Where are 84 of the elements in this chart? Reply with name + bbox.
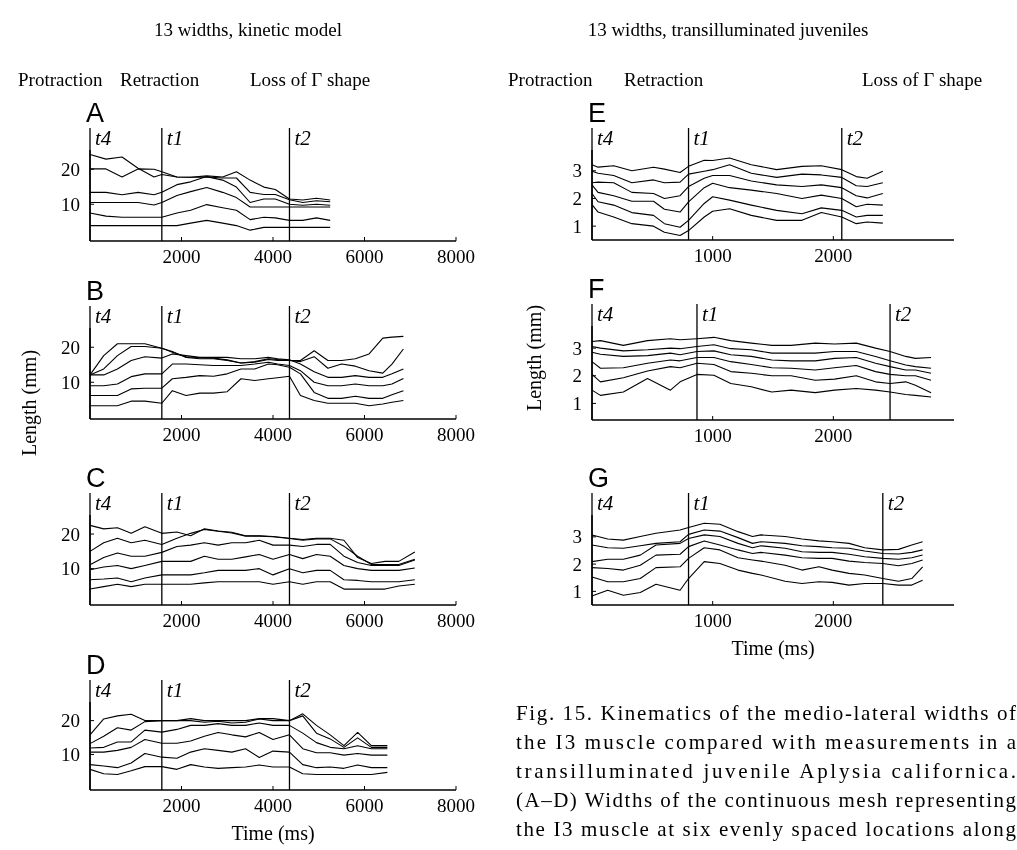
y-tick-label: 10 [61,193,80,215]
chart-title: D [86,650,106,680]
text: Loss of Γ shape [862,69,983,90]
text: 13 widths, kinetic model [154,19,342,40]
ref-line-label: t2 [294,491,312,515]
x-tick-label: 2000 [162,610,201,631]
y-tick-label: 10 [61,744,80,766]
y-tick-label: 3 [572,337,582,359]
ref-line-label: t2 [846,126,864,150]
caption: Fig. 15. Kinematics of the medio-lateral widths of [516,701,1016,725]
text: Loss of Γ shape [250,69,371,90]
x-tick-label: 2000 [814,425,853,446]
x-tick-label: 2000 [814,245,853,266]
y-tick-label: 20 [61,158,80,180]
text: Retraction [624,69,704,90]
ref-line-label: t1 [166,304,184,328]
text: Protraction [508,69,593,90]
ref-line-label: t2 [887,491,905,515]
ref-line-label: t4 [95,491,112,515]
x-tick-label: 1000 [693,245,732,266]
y-axis-title: Length (mm) [523,304,546,412]
ref-line-label: t2 [294,126,312,150]
x-tick-label: 6000 [345,246,384,267]
chart-title: F [588,274,605,304]
text: Retraction [120,69,200,90]
text: (A–D) Widths of the continuous mesh representing [516,788,1017,812]
y-tick-label: 20 [61,336,80,358]
x-tick-label: 2000 [162,795,201,816]
x-tick-label: 6000 [345,424,384,445]
y-axis-title: Length (mm) [18,349,41,457]
text: Protraction [18,69,103,90]
ref-line-label: t2 [294,304,312,328]
x-axis-title: Time (ms) [731,637,815,660]
ref-line-label: t1 [693,126,710,150]
ref-line-label: t1 [166,491,184,515]
x-tick-label: 2000 [162,246,201,267]
ref-line-label: t4 [597,302,614,326]
x-tick-label: 4000 [254,795,292,816]
ref-line-label: t4 [95,126,112,150]
chart-title: A [86,98,105,128]
x-tick-label: 8000 [437,424,475,445]
x-tick-label: 4000 [254,424,292,445]
y-tick-label: 20 [61,710,80,732]
ref-line-label: t2 [294,678,312,702]
y-tick-label: 1 [572,581,582,603]
ref-line-label: t4 [95,678,112,702]
y-tick-label: 20 [61,523,80,545]
y-tick-label: 3 [572,160,582,182]
ref-line-label: t4 [597,491,614,515]
x-tick-label: 4000 [254,610,292,631]
x-tick-label: 8000 [437,610,475,631]
y-tick-label: 3 [572,526,582,548]
x-tick-label: 6000 [345,795,384,816]
x-tick-label: 4000 [254,246,292,267]
x-tick-label: 8000 [437,795,475,816]
ref-line-label: t1 [166,678,184,702]
ref-line-label: t4 [95,304,112,328]
text: 13 widths, transilluminated juveniles [587,19,869,40]
x-tick-label: 6000 [345,610,384,631]
chart-title: C [86,463,106,493]
x-tick-label: 1000 [693,610,732,631]
y-tick-label: 2 [572,365,582,387]
y-tick-label: 10 [61,371,80,393]
y-tick-label: 1 [572,393,582,415]
y-tick-label: 10 [61,558,80,580]
ref-line-label: t1 [701,302,719,326]
ref-line-label: t1 [693,491,710,515]
text: the I3 muscle compared with measurements in a [516,730,1017,754]
y-tick-label: 2 [572,553,582,575]
x-tick-label: 2000 [162,424,201,445]
x-axis-title: Time (ms) [231,822,315,845]
chart-title: B [86,276,105,306]
ref-line-label: t1 [166,126,184,150]
chart-title: E [588,98,607,128]
y-tick-label: 1 [572,215,582,237]
x-tick-label: 2000 [814,610,853,631]
text: the I3 muscle at six evenly spaced locations along [516,817,1017,841]
x-tick-label: 1000 [693,425,732,446]
text: transilluminated juvenile Aplysia californica. [516,759,1016,783]
ref-line-label: t2 [895,302,912,326]
ref-line-label: t4 [597,126,614,150]
chart-title: G [588,463,610,493]
x-tick-label: 8000 [437,246,475,267]
y-tick-label: 2 [572,188,582,210]
